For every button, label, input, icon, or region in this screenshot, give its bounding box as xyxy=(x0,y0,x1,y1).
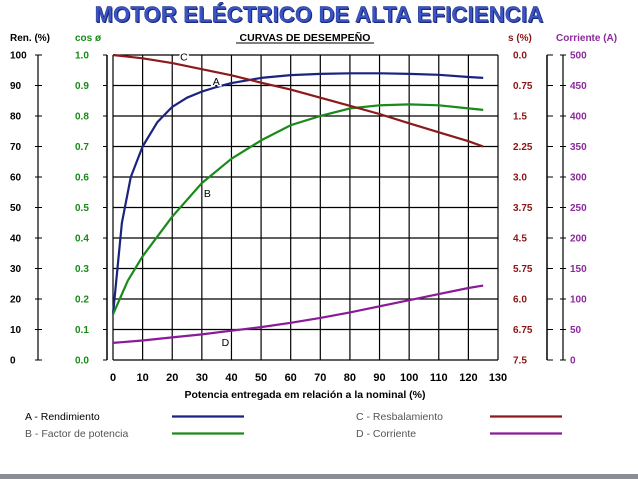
x-tick-label: 30 xyxy=(196,372,208,384)
x-tick-label: 10 xyxy=(136,372,148,384)
tick-label-slip: 6.0 xyxy=(513,295,527,306)
tick-label-cos-phi: 1.0 xyxy=(75,51,89,62)
series-marker-b: B xyxy=(204,188,211,200)
legend-label: C - Resbalamiento xyxy=(356,411,443,423)
legend-label: B - Factor de potencia xyxy=(25,428,128,440)
tick-label-cos-phi: 0.6 xyxy=(75,173,89,184)
tick-label-cos-phi: 0.8 xyxy=(75,112,89,123)
x-tick-label: 90 xyxy=(373,372,385,384)
tick-label-current: 250 xyxy=(570,203,587,214)
footer-divider xyxy=(0,474,638,479)
tick-label-rendimiento: 90 xyxy=(10,81,22,92)
tick-label-cos-phi: 0.3 xyxy=(75,264,89,275)
tick-label-rendimiento: 100 xyxy=(10,51,27,62)
tick-label-cos-phi: 0.1 xyxy=(75,325,89,336)
legend-label: A - Rendimiento xyxy=(25,411,100,423)
tick-label-slip: 3.0 xyxy=(513,173,527,184)
tick-label-current: 400 xyxy=(570,112,587,123)
x-tick-label: 50 xyxy=(255,372,267,384)
tick-label-current: 50 xyxy=(570,325,582,336)
series-line-b xyxy=(111,103,484,315)
tick-label-slip: 7.5 xyxy=(513,356,527,367)
axis-label-slip: s (%) xyxy=(508,33,532,44)
tick-label-current: 100 xyxy=(570,295,587,306)
tick-label-rendimiento: 10 xyxy=(10,325,22,336)
series-marker-a: A xyxy=(213,76,220,88)
tick-label-current: 0 xyxy=(570,356,576,367)
x-tick-label: 130 xyxy=(489,372,507,384)
x-tick-label: 70 xyxy=(314,372,326,384)
series-line-c xyxy=(112,53,484,148)
tick-label-current: 300 xyxy=(570,173,587,184)
x-tick-label: 40 xyxy=(225,372,237,384)
tick-label-rendimiento: 70 xyxy=(10,142,22,153)
tick-label-slip: 4.5 xyxy=(513,234,527,245)
axis-label-rendimiento: Ren. (%) xyxy=(10,33,50,44)
tick-label-cos-phi: 0.5 xyxy=(75,203,89,214)
series-marker-c: C xyxy=(180,51,188,63)
tick-label-slip: 1.5 xyxy=(513,112,527,123)
tick-label-rendimiento: 30 xyxy=(10,264,22,275)
x-tick-label: 0 xyxy=(110,372,116,384)
tick-label-current: 200 xyxy=(570,234,587,245)
x-tick-label: 60 xyxy=(285,372,297,384)
tick-label-rendimiento: 0 xyxy=(10,356,16,367)
tick-label-rendimiento: 80 xyxy=(10,112,22,123)
x-tick-label: 20 xyxy=(166,372,178,384)
legend-label: D - Corriente xyxy=(356,428,416,440)
tick-label-slip: 5.75 xyxy=(513,264,533,275)
series-marker-d: D xyxy=(222,337,230,349)
tick-label-cos-phi: 0.4 xyxy=(75,234,89,245)
tick-label-cos-phi: 0.9 xyxy=(75,81,89,92)
tick-label-rendimiento: 50 xyxy=(10,203,22,214)
tick-label-slip: 0.0 xyxy=(513,51,527,62)
series-line-d xyxy=(112,284,484,344)
series-line-a xyxy=(111,72,484,315)
tick-label-slip: 2.25 xyxy=(513,142,533,153)
tick-label-current: 150 xyxy=(570,264,587,275)
slide-title: MOTOR ELÉCTRICO DE ALTA EFICIENCIA xyxy=(94,2,544,27)
axis-label-cos-phi: cos ø xyxy=(75,33,102,44)
axis-label-current: Corriente (A) xyxy=(556,33,617,44)
tick-label-slip: 3.75 xyxy=(513,203,533,214)
tick-label-current: 450 xyxy=(570,81,587,92)
tick-label-rendimiento: 60 xyxy=(10,173,22,184)
x-axis-label: Potencia entregada em relación a la nomi… xyxy=(185,389,426,401)
tick-label-cos-phi: 0.2 xyxy=(75,295,89,306)
tick-label-current: 350 xyxy=(570,142,587,153)
tick-label-slip: 0.75 xyxy=(513,81,533,92)
x-tick-label: 110 xyxy=(430,372,448,384)
tick-label-cos-phi: 0.7 xyxy=(75,142,89,153)
chart-title: CURVAS DE DESEMPEÑO xyxy=(240,31,371,44)
x-tick-label: 120 xyxy=(459,372,477,384)
x-tick-label: 100 xyxy=(400,372,418,384)
tick-label-cos-phi: 0.0 xyxy=(75,356,89,367)
tick-label-slip: 6.75 xyxy=(513,325,533,336)
tick-label-rendimiento: 20 xyxy=(10,295,22,306)
x-tick-label: 80 xyxy=(344,372,356,384)
tick-label-rendimiento: 40 xyxy=(10,234,22,245)
tick-label-current: 500 xyxy=(570,51,587,62)
